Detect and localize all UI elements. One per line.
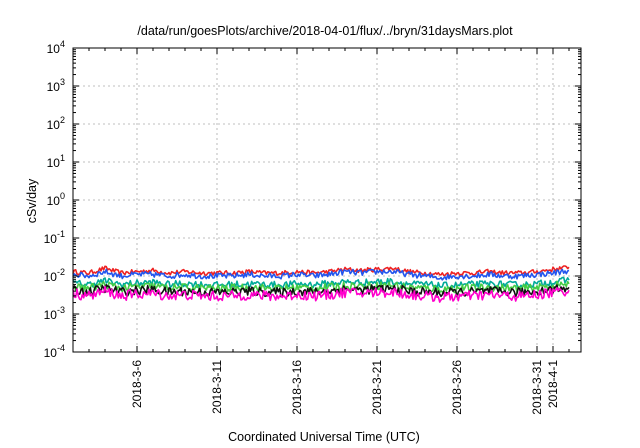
series-line [72, 268, 570, 281]
x-tick-label: 2018-3-26 [450, 360, 464, 415]
y-tick-label: 10-4 [44, 343, 65, 360]
y-tick-label: 10-1 [44, 229, 65, 246]
y-tick-base: 10 [47, 156, 61, 170]
y-tick-label: 10-2 [44, 267, 65, 284]
y-tick-exponent: -1 [57, 229, 65, 239]
y-tick-exponent: -3 [57, 305, 65, 315]
y-tick-base: 10 [44, 346, 58, 360]
series-line [72, 265, 570, 277]
x-axis-ticks: 2018-3-6 2018-3-11 2018-3-16 2018-3-21 2018-… [72, 48, 570, 415]
series-line [72, 280, 570, 294]
y-tick-base: 10 [47, 80, 61, 94]
x-axis-label: Coordinated Universal Time (UTC) [228, 430, 420, 444]
y-tick-label: 10-3 [44, 305, 65, 322]
y-tick-base: 10 [47, 194, 61, 208]
y-tick-exponent: 2 [60, 115, 65, 125]
y-tick-label: 101 [47, 153, 65, 170]
x-tick-label: 2018-3-6 [130, 360, 144, 408]
chart-title: /data/run/goesPlots/archive/2018-04-01/f… [137, 24, 513, 38]
y-tick-label: 102 [47, 115, 65, 132]
y-tick-base: 10 [47, 118, 61, 132]
y-tick-label: 100 [47, 191, 65, 208]
y-tick-exponent: -2 [57, 267, 65, 277]
y-tick-base: 10 [44, 232, 58, 246]
y-tick-exponent: 3 [60, 77, 65, 87]
series-line [72, 285, 570, 303]
x-tick-label: 2018-4-1 [546, 360, 560, 408]
y-tick-base: 10 [47, 42, 61, 56]
y-tick-exponent: 1 [60, 153, 65, 163]
y-tick-exponent: 4 [60, 39, 65, 49]
y-axis-label: cSv/day [25, 178, 39, 223]
y-tick-base: 10 [44, 308, 58, 322]
x-tick-label: 2018-3-31 [530, 360, 544, 415]
series-line [72, 283, 570, 298]
series-line [72, 276, 570, 290]
x-tick-label: 2018-3-11 [210, 360, 224, 414]
x-tick-label: 2018-3-16 [290, 360, 304, 415]
y-tick-label: 104 [47, 39, 65, 56]
series-layer [72, 265, 570, 303]
y-tick-exponent: -4 [57, 343, 65, 353]
x-tick-label: 2018-3-21 [370, 360, 384, 415]
grid [73, 48, 581, 352]
y-tick-label: 103 [47, 77, 65, 94]
y-tick-exponent: 0 [60, 191, 65, 201]
y-tick-base: 10 [44, 270, 58, 284]
